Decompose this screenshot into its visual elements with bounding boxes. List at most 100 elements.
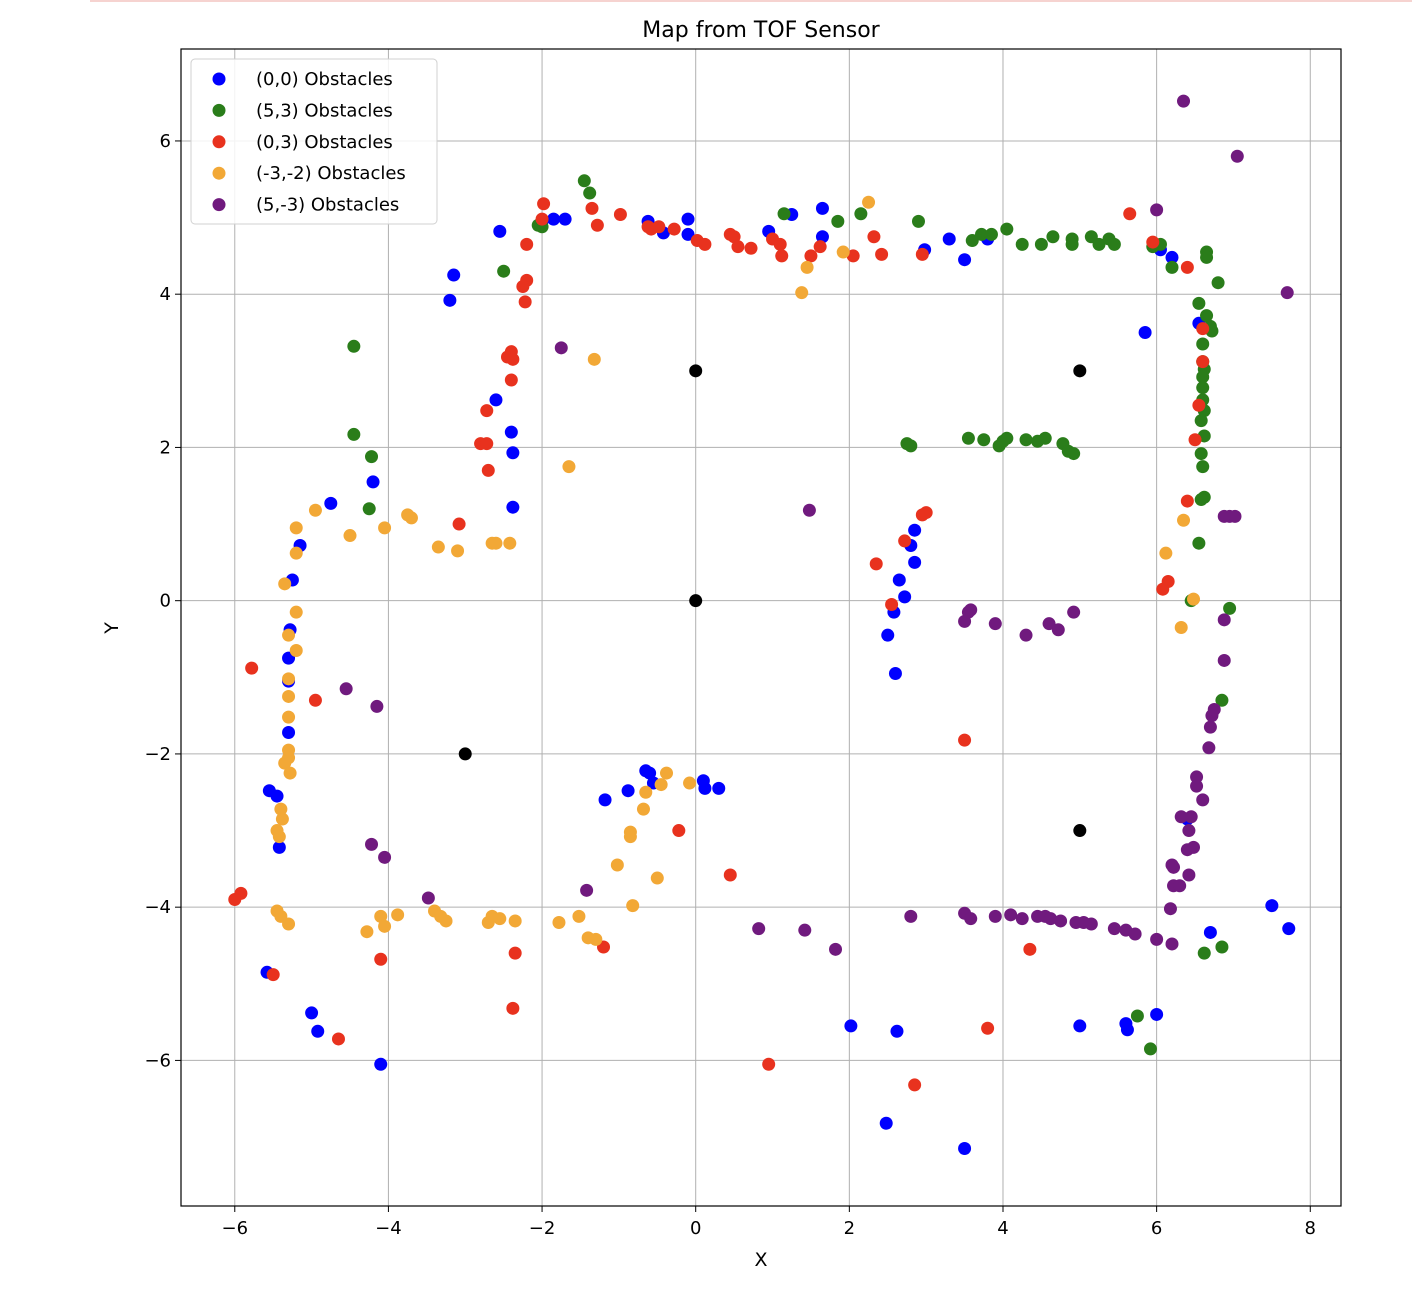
data-point: [800, 260, 814, 274]
y-axis-ticks: −6 −4 −2 0 2 4 6: [144, 131, 181, 1071]
data-point: [1196, 460, 1210, 474]
x-axis-label: X: [754, 1249, 767, 1271]
y-tick-label: 6: [160, 131, 171, 152]
data-point: [1203, 925, 1217, 939]
data-point: [1146, 235, 1160, 249]
data-point: [881, 628, 895, 642]
data-point: [272, 830, 286, 844]
data-point: [744, 241, 758, 255]
data-point: [347, 339, 361, 353]
x-tick-label: 2: [844, 1218, 855, 1239]
data-point: [374, 952, 388, 966]
data-point: [1196, 381, 1210, 395]
data-point: [988, 617, 1002, 631]
data-point: [378, 850, 392, 864]
data-point: [777, 207, 791, 221]
data-point: [681, 212, 695, 226]
x-axis-ticks: −6 −4 −2 0 2 4 6 8: [222, 1206, 1316, 1239]
data-point: [650, 871, 664, 885]
data-point: [481, 463, 495, 477]
data-point: [1196, 355, 1210, 369]
data-point: [723, 868, 737, 882]
data-point: [654, 778, 668, 792]
data-point: [365, 450, 379, 464]
data-point: [1196, 337, 1210, 351]
plot-frame: [180, 48, 1342, 1207]
data-point: [1192, 398, 1206, 412]
data-point: [1228, 509, 1242, 523]
data-point: [1174, 810, 1188, 824]
data-point: [639, 785, 653, 799]
data-point: [537, 197, 551, 211]
data-point: [480, 404, 494, 418]
data-point: [1128, 927, 1142, 941]
data-point: [977, 433, 991, 447]
data-point: [815, 201, 829, 215]
data-point: [689, 364, 703, 378]
data-point: [289, 643, 303, 657]
x-tick-label: −2: [529, 1218, 556, 1239]
data-point: [1054, 914, 1068, 928]
data-point: [583, 186, 597, 200]
data-point: [547, 212, 561, 226]
y-tick-label: −4: [144, 897, 171, 918]
data-point: [846, 249, 860, 263]
data-point: [1282, 922, 1296, 936]
data-point: [1215, 693, 1229, 707]
data-point: [762, 1057, 776, 1071]
y-tick-label: −2: [144, 744, 171, 765]
legend-label: (5,3) Obstacles: [256, 100, 393, 121]
data-point: [727, 230, 741, 244]
data-point: [1004, 908, 1018, 922]
data-point: [289, 521, 303, 535]
data-point: [698, 781, 712, 795]
data-point: [431, 540, 445, 554]
data-point: [1067, 605, 1081, 619]
legend: (0,0) Obstacles (5,3) Obstacles (0,3) Obst…: [190, 58, 438, 225]
data-point: [988, 909, 1002, 923]
data-point: [879, 1116, 893, 1130]
data-point: [974, 227, 988, 241]
data-point: [1194, 414, 1208, 428]
data-point: [1174, 621, 1188, 634]
data-point: [506, 500, 520, 514]
data-point: [898, 534, 912, 548]
data-point: [984, 227, 998, 241]
data-point: [558, 212, 572, 226]
data-point: [1150, 203, 1164, 217]
data-point: [506, 446, 520, 460]
data-point: [942, 232, 956, 246]
data-point: [506, 352, 520, 366]
data-point: [1051, 623, 1065, 637]
data-point: [289, 546, 303, 560]
y-tick-label: 0: [160, 591, 171, 612]
data-point: [773, 237, 787, 251]
data-point: [652, 220, 666, 234]
data-point: [636, 802, 650, 816]
legend-box: [190, 58, 438, 225]
data-point: [506, 1001, 520, 1015]
data-point: [1015, 237, 1029, 251]
data-point: [245, 661, 259, 675]
data-point: [1211, 276, 1225, 290]
data-point: [580, 883, 594, 897]
data-point: [892, 573, 906, 587]
data-point: [443, 293, 457, 307]
data-point: [958, 253, 972, 267]
data-point: [844, 1019, 858, 1033]
data-point: [1184, 810, 1198, 824]
data-point: [1197, 946, 1211, 960]
page-top-rule: [90, 0, 1412, 2]
data-point: [1107, 922, 1121, 936]
data-point: [283, 766, 297, 780]
data-point: [626, 899, 640, 913]
data-point: [672, 824, 686, 838]
data-point: [585, 201, 599, 215]
data-point: [1046, 230, 1060, 244]
data-point: [516, 280, 530, 294]
data-point: [1177, 513, 1191, 527]
data-point: [497, 264, 511, 278]
data-point: [282, 710, 296, 724]
data-point: [362, 502, 376, 516]
data-point: [1192, 296, 1206, 310]
